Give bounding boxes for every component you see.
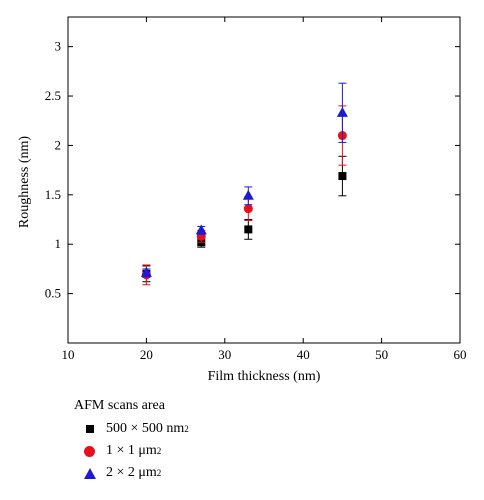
x-tick-label: 60: [454, 347, 467, 362]
y-tick-label: 0.5: [45, 286, 61, 301]
y-axis-label: Roughness (nm): [17, 136, 32, 229]
data-point-square: [338, 172, 347, 181]
circle-marker-icon: [84, 445, 95, 457]
legend-label: 1 × 1 μm: [106, 443, 157, 458]
square-marker-icon: [86, 425, 94, 433]
y-tick-label: 3: [55, 39, 62, 54]
data-point-triangle: [242, 189, 254, 200]
plot-frame: [67, 16, 461, 344]
data-marks: [140, 82, 348, 286]
triangle-marker-icon: [84, 467, 96, 479]
y-tick-label: 2.5: [45, 88, 61, 103]
legend-title: AFM scans area: [74, 398, 165, 413]
legend-label-sup: 2: [156, 446, 162, 456]
data-point-square: [244, 225, 253, 234]
legend-item-500nm: 500 × 500 nm 2: [84, 418, 189, 440]
legend-item-2um: 2 × 2 μm 2: [84, 462, 189, 484]
x-tick-label: 10: [62, 347, 75, 362]
legend-label-sup: 2: [156, 468, 162, 478]
x-tick-label: 20: [140, 347, 153, 362]
y-tick-label: 1.5: [45, 187, 61, 202]
data-point-triangle: [195, 224, 207, 235]
legend: AFM scans area 500 × 500 nm 2 1 × 1 μm 2 2…: [74, 398, 189, 484]
data-point-triangle: [140, 266, 152, 277]
data-point-triangle: [336, 106, 348, 117]
x-tick-label: 40: [297, 347, 310, 362]
y-tick-label: 2: [55, 137, 62, 152]
scatter-chart: 10 20 30 40 50 60 0.5 1 1.5 2 2.5 3 Film thickness …: [17, 16, 467, 384]
legend-label: 2 × 2 μm: [106, 465, 157, 480]
x-tick-label: 30: [218, 347, 231, 362]
y-tick-label: 1: [55, 236, 62, 251]
data-point-circle: [243, 204, 253, 214]
legend-item-1um: 1 × 1 μm 2: [84, 440, 189, 462]
legend-label-sup: 2: [184, 424, 189, 434]
legend-label: 500 × 500 nm: [106, 421, 185, 436]
plot-area: 10 20 30 40 50 60 0.5 1 1.5 2 2.5 3: [45, 16, 467, 362]
x-axis-label: Film thickness (nm): [208, 369, 321, 384]
x-tick-label: 50: [375, 347, 388, 362]
